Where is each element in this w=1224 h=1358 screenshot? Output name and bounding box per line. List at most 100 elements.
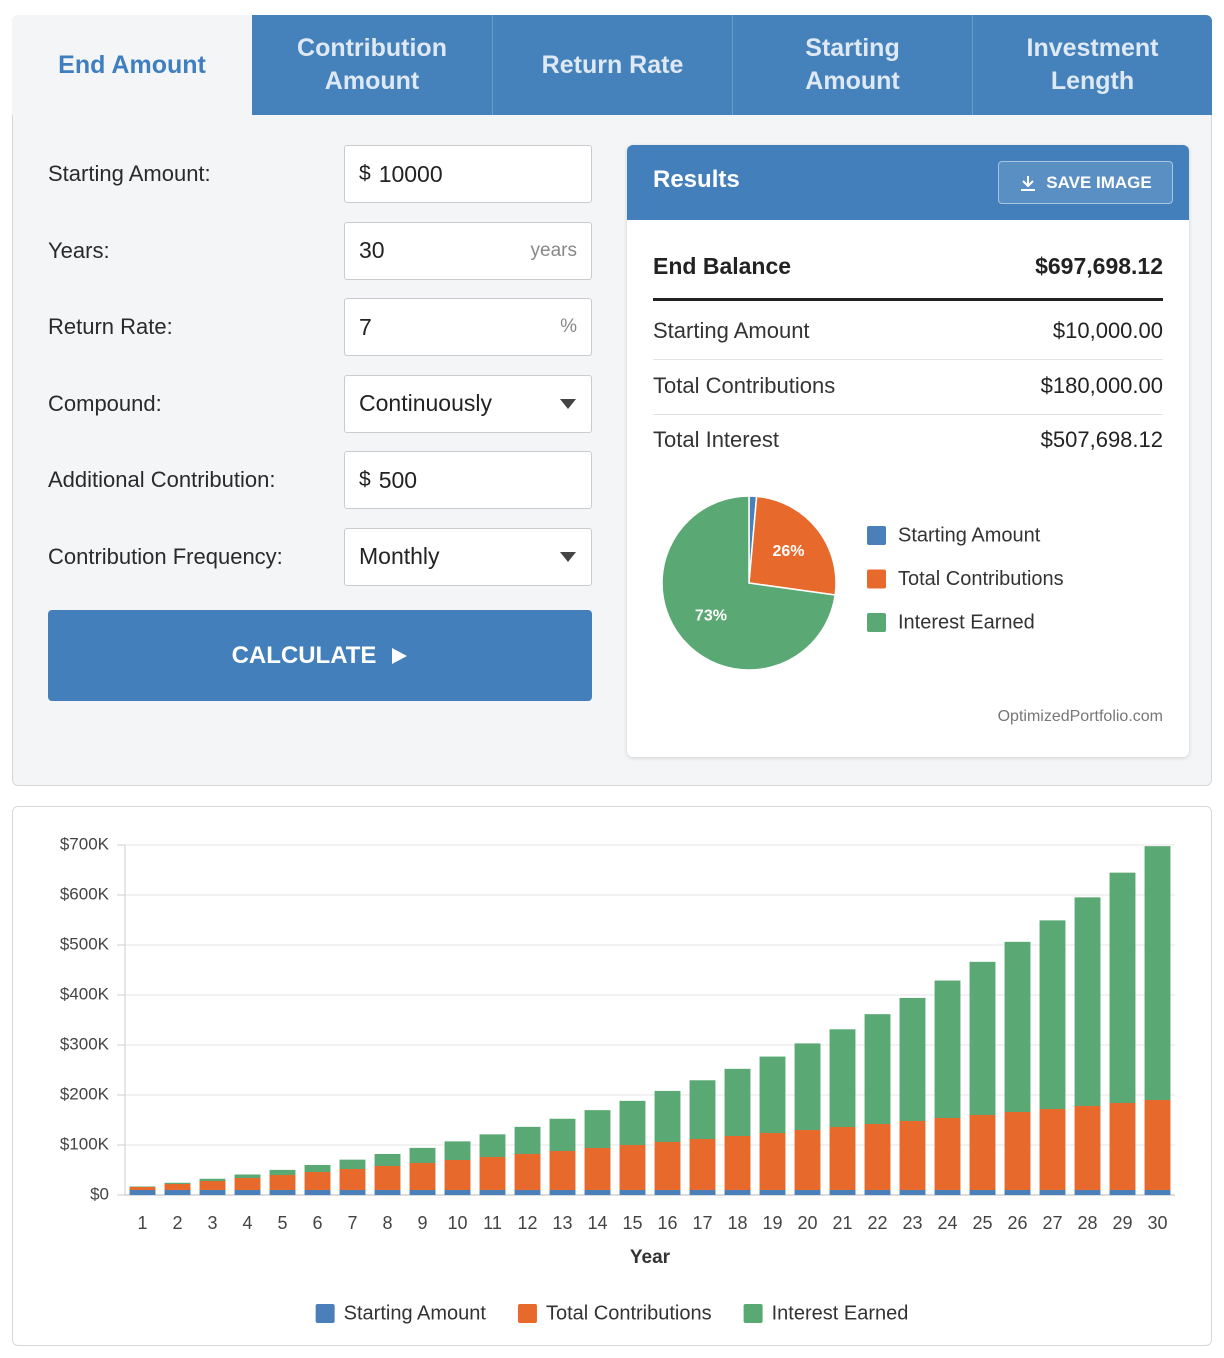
bar-segment <box>724 1068 751 1136</box>
y-tick-label: $600K <box>60 884 110 903</box>
bar-segment <box>689 1080 716 1139</box>
bar-segment <box>479 1134 506 1157</box>
bar-segment <box>1144 1100 1171 1190</box>
row-value: $10,000.00 <box>1052 318 1163 343</box>
input-suffix: % <box>560 316 577 337</box>
legend-label: Starting Amount <box>344 1302 487 1324</box>
bar-segment <box>689 1139 716 1190</box>
bar-segment <box>374 1190 401 1195</box>
bar-segment <box>234 1174 261 1178</box>
bar-segment <box>759 1190 786 1195</box>
bar-segment <box>514 1126 541 1154</box>
bar-segment <box>934 1118 961 1190</box>
row-label: Total Contributions <box>653 372 836 398</box>
legend-swatch <box>517 1304 537 1323</box>
y-tick-label: $200K <box>60 1084 110 1103</box>
x-tick-label: 7 <box>347 1213 357 1233</box>
x-tick-label: 28 <box>1077 1213 1097 1233</box>
pie-slice <box>748 495 837 596</box>
bar-segment <box>1039 1190 1066 1195</box>
x-tick-label: 12 <box>517 1213 537 1233</box>
bar-segment <box>1109 1103 1136 1190</box>
bar-segment <box>514 1190 541 1195</box>
tab[interactable]: Investment Length <box>972 15 1212 115</box>
x-tick-label: 22 <box>867 1213 887 1233</box>
bar-segment <box>759 1133 786 1190</box>
x-tick-label: 20 <box>797 1213 817 1233</box>
bar-segment <box>1144 846 1171 1100</box>
calculate-button[interactable]: CALCULATE <box>48 610 592 701</box>
bar-segment <box>304 1190 331 1195</box>
bar-segment <box>899 997 926 1121</box>
bar-segment <box>899 1121 926 1190</box>
bar-segment <box>654 1142 681 1190</box>
tab[interactable]: End Amount <box>12 15 252 115</box>
input-box[interactable]: 30 years <box>344 221 592 280</box>
play-icon <box>392 647 408 664</box>
bar-segment <box>724 1136 751 1190</box>
input-value: 7 <box>359 313 372 340</box>
pie-slice <box>661 495 837 671</box>
field-label: Return Rate: <box>48 314 173 339</box>
bar-segment <box>864 1124 891 1190</box>
field-label: Additional Contribution: <box>48 467 276 492</box>
bar-segment <box>409 1147 436 1163</box>
dropdown-arrow <box>560 551 576 562</box>
select-box[interactable]: Continuously <box>344 374 592 433</box>
input-suffix: years <box>530 239 577 261</box>
bar-segment <box>129 1190 156 1195</box>
bar-segment <box>374 1153 401 1166</box>
bar-segment <box>864 1190 891 1195</box>
tab[interactable]: Starting Amount <box>732 15 972 115</box>
bar-segment <box>864 1014 891 1124</box>
x-tick-label: 21 <box>832 1213 852 1233</box>
download-icon <box>1021 175 1036 191</box>
results-title: Results <box>653 166 740 193</box>
bar-segment <box>759 1056 786 1133</box>
legend-swatch <box>867 613 886 632</box>
y-tick-label: $500K <box>60 934 110 953</box>
legend-label: Interest Earned <box>898 611 1035 633</box>
tab[interactable]: Contribution Amount <box>252 15 492 115</box>
bar-segment <box>1109 1190 1136 1195</box>
row-separator <box>653 413 1163 415</box>
bar-segment <box>619 1100 646 1145</box>
legend-swatch <box>867 526 886 545</box>
input-box[interactable]: 7% <box>344 298 592 356</box>
input-box[interactable]: $10000 <box>344 145 592 203</box>
x-tick-label: 16 <box>657 1213 677 1233</box>
bar-segment <box>374 1166 401 1190</box>
bar-segment <box>724 1190 751 1195</box>
summary-label: End Balance <box>653 253 792 279</box>
bar-segment <box>829 1127 856 1190</box>
legend-label: Total Contributions <box>898 568 1064 590</box>
row-label: Starting Amount <box>653 318 810 343</box>
field-label: Years: <box>48 237 110 263</box>
bar-segment <box>689 1190 716 1195</box>
bar-segment <box>234 1190 261 1195</box>
x-tick-label: 15 <box>622 1213 642 1233</box>
x-tick-label: 26 <box>1007 1213 1027 1233</box>
save-image-button[interactable]: SAVE IMAGE <box>998 161 1173 204</box>
input-box[interactable]: $500 <box>344 451 592 509</box>
select-box[interactable]: Monthly <box>344 527 592 586</box>
x-tick-label: 4 <box>242 1213 252 1233</box>
x-tick-label: 14 <box>587 1213 607 1233</box>
bar-segment <box>549 1151 576 1190</box>
save-label: SAVE IMAGE <box>1046 172 1152 192</box>
input-value: 500 <box>378 466 418 493</box>
bar-segment <box>549 1190 576 1195</box>
y-tick-label: $300K <box>60 1034 110 1053</box>
pie-label: 26% <box>772 543 804 560</box>
bar-segment <box>1074 1190 1101 1195</box>
bar-segment <box>1109 872 1136 1103</box>
pie-label: 73% <box>695 607 727 624</box>
bar-segment <box>619 1145 646 1190</box>
bar-segment <box>409 1190 436 1195</box>
x-tick-label: 2 <box>172 1213 182 1233</box>
tab[interactable]: Return Rate <box>492 15 732 115</box>
bar-segment <box>479 1190 506 1195</box>
x-tick-label: 3 <box>207 1213 217 1233</box>
bar-segment <box>1144 1190 1171 1195</box>
